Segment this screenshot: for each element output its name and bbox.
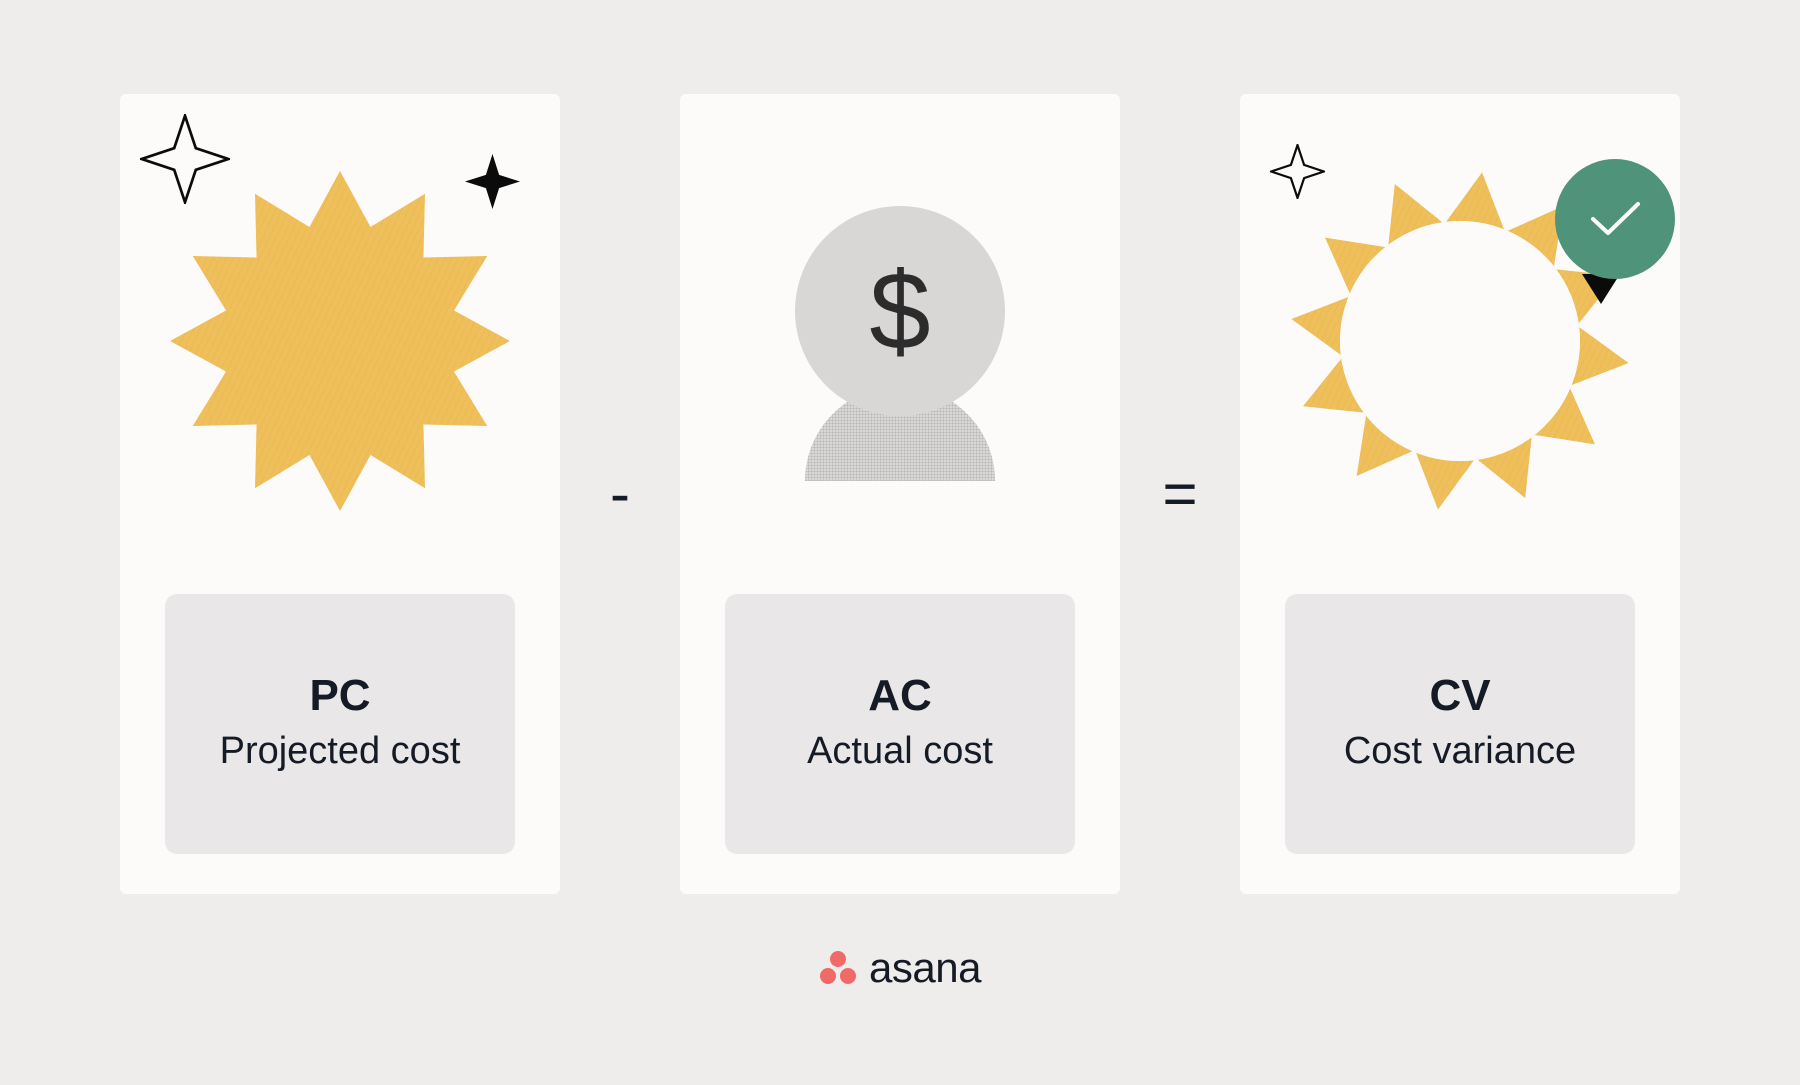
brand-name: asana [869, 944, 981, 992]
coin-icon: $ [795, 206, 1005, 416]
full-ac: Actual cost [807, 728, 993, 776]
check-badge-icon [1555, 159, 1675, 279]
brand-logo: asana [819, 944, 981, 992]
starburst-icon [160, 161, 520, 526]
label-box-pc: PC Projected cost [165, 594, 515, 854]
abbr-ac: AC [868, 672, 932, 720]
asana-dots-icon [819, 949, 857, 987]
triangle-solid-icon [1582, 274, 1620, 309]
abbr-pc: PC [309, 672, 370, 720]
equation-row: PC Projected cost - $ AC Actual cost = [120, 94, 1680, 894]
illustration-cv [1270, 124, 1650, 564]
abbr-cv: CV [1429, 672, 1490, 720]
card-actual-cost: $ AC Actual cost [680, 94, 1120, 894]
full-cv: Cost variance [1344, 728, 1576, 776]
illustration-pc [150, 124, 530, 564]
infographic-canvas: PC Projected cost - $ AC Actual cost = [0, 0, 1800, 1085]
full-pc: Projected cost [220, 728, 461, 776]
illustration-ac: $ [710, 124, 1090, 564]
label-box-cv: CV Cost variance [1285, 594, 1635, 854]
label-box-ac: AC Actual cost [725, 594, 1075, 854]
operator-minus: - [600, 459, 640, 528]
card-cost-variance: CV Cost variance [1240, 94, 1680, 894]
operator-equals: = [1160, 459, 1200, 528]
dollar-sign-icon: $ [869, 248, 930, 375]
coin-stack: $ [795, 206, 1005, 481]
card-projected-cost: PC Projected cost [120, 94, 560, 894]
